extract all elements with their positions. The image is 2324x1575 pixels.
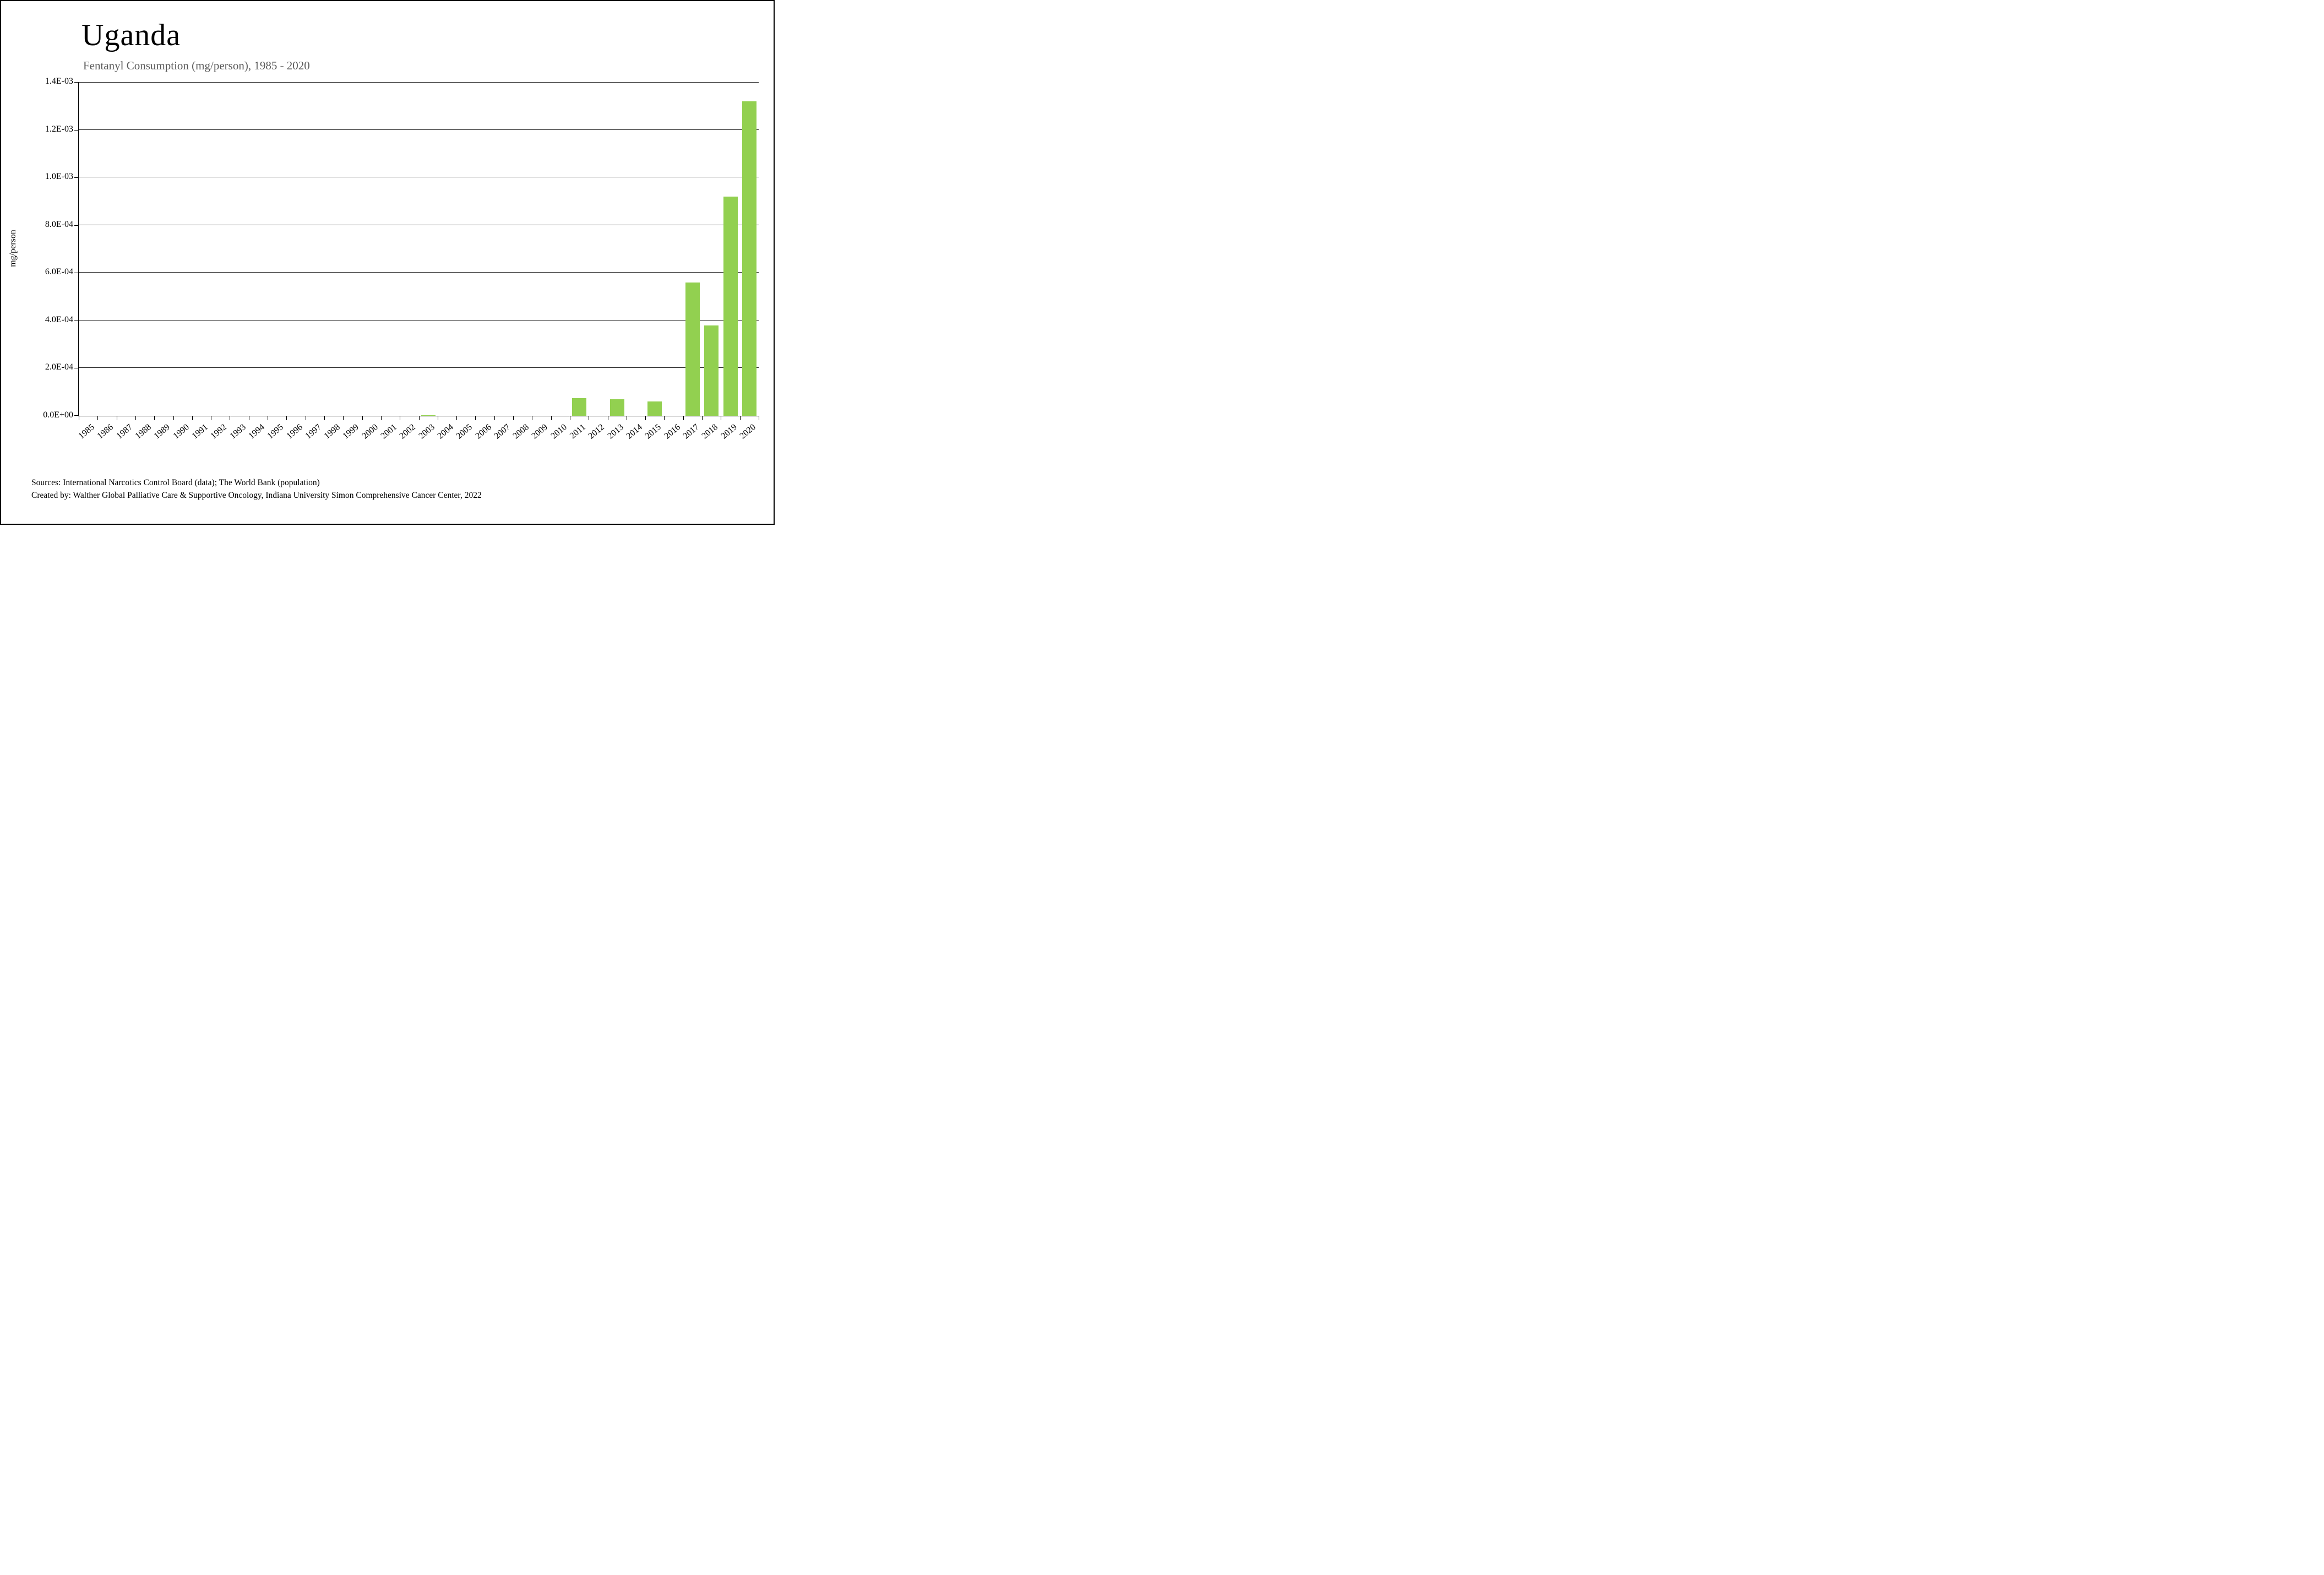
chart-frame: Uganda Fentanyl Consumption (mg/person),… [0, 0, 775, 525]
footer: Sources: International Narcotics Control… [31, 477, 482, 502]
x-tick-mark [381, 416, 382, 420]
x-tick-mark [664, 416, 665, 420]
x-tick-mark [702, 416, 703, 420]
y-tick-label: 1.0E-03 [45, 172, 73, 181]
x-tick-mark [286, 416, 287, 420]
y-tick-mark [74, 82, 79, 83]
x-tick-mark [456, 416, 457, 420]
y-tick-label: 2.0E-04 [45, 362, 73, 372]
bar-2003 [421, 415, 436, 416]
bar-2013 [610, 399, 624, 416]
footer-sources: Sources: International Narcotics Control… [31, 478, 320, 488]
x-tick-mark [475, 416, 476, 420]
x-tick-mark [419, 416, 420, 420]
gridline [79, 82, 759, 83]
y-tick-label: 6.0E-04 [45, 267, 73, 276]
y-tick-label: 8.0E-04 [45, 220, 73, 229]
gridline [79, 129, 759, 130]
bar-2018 [704, 325, 719, 416]
bar-2011 [572, 398, 586, 416]
bar-2015 [647, 401, 662, 416]
chart-title: Uganda [81, 18, 181, 52]
y-tick-label: 4.0E-04 [45, 315, 73, 324]
gridline [79, 272, 759, 273]
gridline [79, 367, 759, 368]
x-tick-mark [154, 416, 155, 420]
x-tick-mark [740, 416, 741, 420]
y-tick-label: 1.2E-03 [45, 124, 73, 134]
x-tick-mark [513, 416, 514, 420]
y-axis-title: mg/person [8, 230, 18, 267]
bar-2017 [685, 283, 700, 416]
y-tick-mark [74, 177, 79, 178]
x-tick-mark [362, 416, 363, 420]
y-tick-label: 0.0E+00 [43, 410, 73, 420]
x-tick-mark [683, 416, 684, 420]
chart-subtitle: Fentanyl Consumption (mg/person), 1985 -… [83, 59, 310, 72]
x-tick-mark [551, 416, 552, 420]
y-tick-label: 1.4E-03 [45, 77, 73, 86]
x-tick-mark [97, 416, 98, 420]
x-tick-mark [645, 416, 646, 420]
gridline [79, 320, 759, 321]
footer-created-by: Created by: Walther Global Palliative Ca… [31, 490, 482, 500]
y-tick-mark [74, 415, 79, 416]
bar-2020 [742, 101, 756, 416]
x-tick-mark [324, 416, 325, 420]
x-tick-mark [135, 416, 136, 420]
x-tick-mark [494, 416, 495, 420]
y-tick-mark [74, 130, 79, 131]
x-tick-mark [343, 416, 344, 420]
y-tick-mark [74, 225, 79, 226]
plot-area: 0.0E+00 2.0E-04 4.0E-04 6.0E-04 8.0E-04 1.0E-… [43, 77, 759, 441]
x-tick-mark [192, 416, 193, 420]
x-tick-mark [173, 416, 174, 420]
bar-2019 [723, 197, 738, 416]
